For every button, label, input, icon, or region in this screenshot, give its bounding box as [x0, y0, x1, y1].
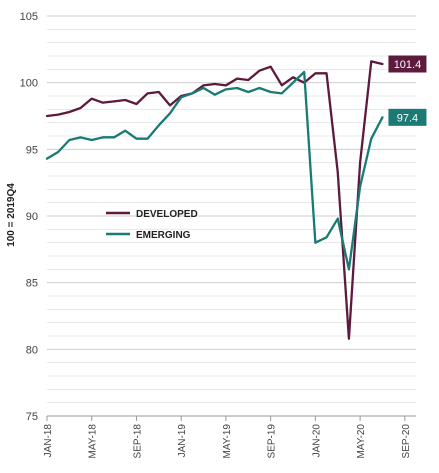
x-tick-label: JAN-19 — [177, 424, 188, 458]
end-label-developed: 101.4 — [394, 59, 422, 71]
y-tick-label: 95 — [26, 144, 38, 156]
legend-label-developed: DEVELOPED — [136, 209, 198, 220]
end-label-emerging: 97.4 — [397, 112, 418, 124]
x-tick-label: SEP-19 — [267, 424, 278, 459]
grid-lines — [47, 15, 416, 417]
x-tick-label: SEP-20 — [401, 424, 412, 459]
axes: 75 80 85 90 95 100 105 JAN-18 MAY-18 SEP-18 JAN-19… — [20, 11, 416, 458]
end-label-box-developed — [388, 55, 427, 73]
y-tick-label: 100 — [20, 78, 38, 90]
y-axis-label: 100 = 2019Q4 — [6, 183, 17, 247]
end-labels: 101.4 97.4 — [388, 55, 427, 126]
y-tick-label: 75 — [26, 411, 38, 423]
y-tick-label: 105 — [20, 11, 38, 23]
legend: DEVELOPED EMERGING — [106, 209, 198, 241]
legend-label-emerging: EMERGING — [136, 230, 191, 241]
x-tick-label: JAN-18 — [43, 424, 54, 458]
x-tick-label: MAY-20 — [356, 424, 367, 459]
x-tick-label: MAY-18 — [88, 424, 99, 459]
series-line-developed — [45, 60, 384, 340]
end-label-box-emerging — [388, 108, 427, 126]
y-tick-label: 80 — [26, 344, 38, 356]
x-tick-label: JAN-20 — [311, 424, 322, 458]
y-tick-label: 90 — [26, 211, 38, 223]
y-tick-label: 85 — [26, 278, 38, 290]
x-tick-label: SEP-18 — [132, 424, 143, 459]
series-lines — [45, 60, 384, 340]
series-line-emerging — [45, 70, 384, 271]
x-tick-label: MAY-19 — [222, 424, 233, 459]
